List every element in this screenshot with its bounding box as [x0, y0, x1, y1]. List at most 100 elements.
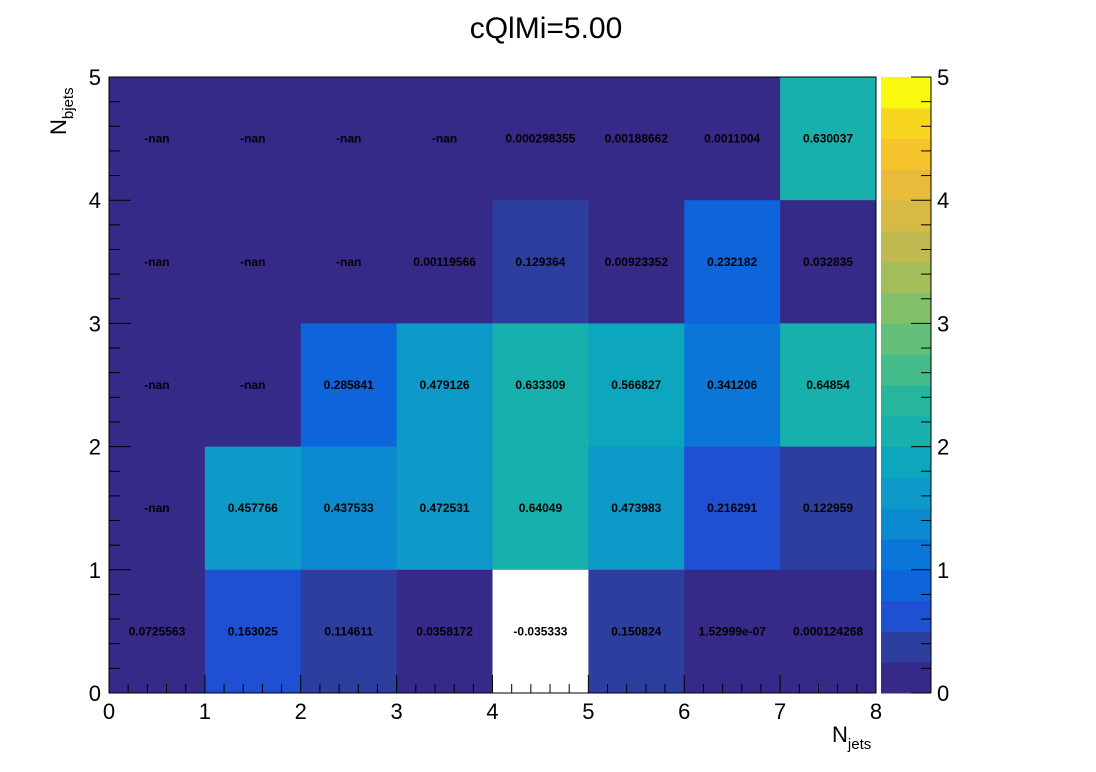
cell-value-label: 0.0358172 — [416, 624, 473, 638]
heatmap-cell — [780, 446, 877, 571]
color-scale-segment — [881, 107, 931, 140]
x-axis-title-main: N — [832, 722, 848, 747]
cell-value-label: 0.114611 — [324, 624, 373, 638]
cell-value-label: 0.479126 — [420, 378, 470, 392]
heatmap-cell — [588, 323, 685, 448]
cell-value-label: -nan — [240, 255, 265, 269]
x-tick-label: 5 — [582, 699, 594, 724]
y-axis-title: Nbjets — [46, 87, 77, 135]
color-scale-bar — [881, 77, 931, 694]
cell-value-label: 0.64854 — [806, 378, 850, 392]
heatmap-cell — [109, 77, 206, 201]
color-scale-segment — [881, 261, 931, 294]
heatmap-cell — [492, 200, 589, 324]
color-scale-segment — [881, 569, 931, 602]
x-axis-title: Njets — [832, 722, 871, 753]
cell-value-label: 0.129364 — [515, 255, 565, 269]
heatmap-cell — [492, 323, 589, 448]
heatmap-cell — [300, 77, 398, 201]
color-scale-segment — [881, 600, 931, 632]
cell-value-label: 0.00188662 — [605, 132, 669, 146]
heatmap-cell — [109, 569, 206, 694]
heatmap-cell — [588, 569, 685, 694]
heatmap-cell — [204, 569, 302, 694]
cell-value-label: 0.00923352 — [605, 255, 669, 269]
color-scale-segment — [881, 415, 931, 448]
cell-value-label: -nan — [336, 255, 361, 269]
heatmap-cell — [492, 446, 589, 571]
cell-value-label: 0.163025 — [228, 624, 278, 638]
heatmap-cell — [109, 200, 206, 324]
heatmap-cell — [684, 446, 781, 571]
color-scale-segment — [881, 77, 931, 109]
cell-value-label: -nan — [240, 132, 265, 146]
heatmap-cell — [780, 323, 877, 448]
cell-value-label: 0.122959 — [803, 501, 853, 515]
heatmap-cell — [300, 569, 398, 694]
cell-value-label: 0.0725563 — [129, 624, 186, 638]
color-scale-tick-label: 3 — [937, 311, 949, 336]
heatmap-cell — [204, 77, 302, 201]
color-scale-segment — [881, 292, 931, 324]
cell-value-label: 0.216291 — [707, 501, 757, 515]
y-tick-label: 4 — [89, 188, 101, 213]
color-scale-segment — [881, 385, 931, 417]
cell-value-label: -nan — [336, 132, 361, 146]
cell-value-label: 0.000124268 — [793, 624, 863, 638]
heatmap-cell — [300, 323, 398, 448]
heatmap-cell — [588, 446, 685, 571]
color-scale-tick-label: 1 — [937, 558, 949, 583]
y-tick-label: 5 — [89, 65, 101, 90]
heatmap-cell — [780, 200, 877, 324]
cell-value-label: 0.0011004 — [704, 132, 760, 146]
cell-value-label: 0.457766 — [228, 501, 278, 515]
chart-title: cQlMi=5.00 — [470, 12, 623, 45]
cell-value-label: 0.630037 — [803, 132, 853, 146]
cell-value-label: 0.633309 — [515, 378, 565, 392]
color-scale-segment — [881, 200, 931, 232]
heatmap-cells — [109, 77, 877, 694]
cell-value-label: 0.64049 — [519, 501, 563, 515]
x-tick-label: 0 — [103, 699, 115, 724]
cell-value-label: 0.285841 — [324, 378, 374, 392]
heatmap-cell-labels: -nan -nan -nan -nan 0.000298355 0.00188662 0.0… — [129, 132, 864, 639]
heatmap-cell — [396, 77, 493, 201]
cell-value-label: -nan — [144, 378, 169, 392]
x-tick-label: 4 — [486, 699, 498, 724]
cell-value-label: -0.035333 — [513, 624, 567, 638]
heatmap-cell — [684, 569, 781, 694]
color-scale-segment — [881, 323, 931, 355]
y-tick-label: 2 — [89, 435, 101, 460]
color-scale-segment — [881, 539, 931, 571]
color-scale-segment — [881, 231, 931, 263]
heatmap-cell — [300, 446, 398, 571]
heatmap-cell — [109, 446, 206, 571]
heatmap-cell — [780, 569, 877, 694]
cell-value-label: -nan — [240, 378, 265, 392]
color-scale-tick-label: 0 — [937, 681, 949, 706]
heatmap-cell — [396, 569, 493, 694]
y-tick-label: 0 — [89, 681, 101, 706]
cell-value-label: 0.150824 — [611, 624, 661, 638]
cell-value-label: -nan — [432, 132, 457, 146]
cell-value-label: 0.032835 — [803, 255, 853, 269]
cell-value-label: 0.437533 — [324, 501, 374, 515]
color-scale-tick-label: 5 — [937, 65, 949, 90]
cell-value-label: -nan — [144, 501, 169, 515]
heatmap-cell — [588, 77, 685, 201]
cell-value-label: -nan — [144, 132, 169, 146]
y-axis: 0 1 2 3 4 5 — [89, 65, 131, 706]
color-scale-segment — [881, 508, 931, 540]
x-tick-label: 3 — [391, 699, 403, 724]
cell-value-label: 0.000298355 — [505, 132, 575, 146]
heatmap-cell — [684, 323, 781, 448]
color-scale-tick-label: 2 — [937, 435, 949, 460]
cell-value-label: 0.473983 — [611, 501, 661, 515]
y-axis-title-main: N — [46, 119, 71, 135]
heatmap-cell — [684, 200, 781, 324]
cell-value-label: 0.472531 — [420, 501, 470, 515]
y-axis-title-subscript: bjets — [60, 87, 77, 119]
heatmap-cell — [396, 323, 493, 448]
color-scale-segment — [881, 354, 931, 386]
